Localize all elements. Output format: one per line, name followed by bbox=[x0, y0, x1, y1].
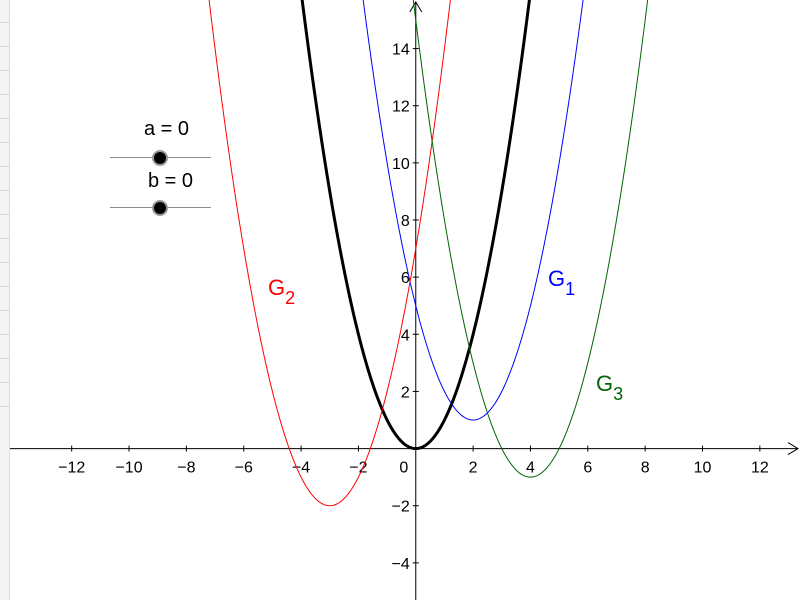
x-tick-label: 4 bbox=[526, 460, 535, 477]
x-tick-label: −6 bbox=[235, 460, 253, 477]
graph-labels: G1 G2 G3 bbox=[268, 266, 623, 404]
x-tick-label: −12 bbox=[58, 460, 85, 477]
y-tick-label: 12 bbox=[392, 99, 410, 116]
y-tick-label: −4 bbox=[392, 556, 410, 573]
slider-a-label: a = 0 bbox=[144, 118, 190, 140]
y-tick-label: 8 bbox=[401, 213, 410, 230]
curve-G2 bbox=[208, 0, 451, 507]
y-tick-label: 10 bbox=[392, 156, 410, 173]
slider-a-knob[interactable] bbox=[152, 150, 168, 166]
x-tick-label: −10 bbox=[115, 460, 142, 477]
side-panel-edge bbox=[0, 0, 10, 600]
x-tick-label: 6 bbox=[583, 460, 592, 477]
x-tick-label: 10 bbox=[694, 460, 712, 477]
x-tick-label: 2 bbox=[469, 460, 478, 477]
curve-base bbox=[300, 0, 531, 451]
slider-b-label: b = 0 bbox=[148, 170, 194, 192]
x-axis-arrow bbox=[787, 442, 799, 455]
x-tick-label: −2 bbox=[349, 460, 367, 477]
slider-b-knob[interactable] bbox=[152, 200, 168, 216]
y-tick-label: 14 bbox=[392, 42, 410, 59]
x-tick-label: 8 bbox=[641, 460, 650, 477]
x-tick-label: −8 bbox=[177, 460, 195, 477]
y-tick-label: 4 bbox=[401, 327, 410, 344]
axes: −12 −10 −8 −6 −4 −2 0 2 4 6 8 10 12 −4 −2 2 4 6 8 10 12 14 bbox=[10, 1, 799, 600]
y-tick-label: −2 bbox=[392, 499, 410, 516]
x-tick-label: 0 bbox=[399, 460, 408, 477]
curve-label-G3: G3 bbox=[596, 371, 623, 404]
y-axis-arrow bbox=[409, 1, 423, 13]
y-tick-label: 2 bbox=[401, 384, 410, 401]
x-tick-label: 12 bbox=[751, 460, 769, 477]
y-tick-label: 6 bbox=[401, 270, 410, 287]
function-graphs bbox=[208, 0, 649, 507]
x-tick-label: −4 bbox=[292, 460, 310, 477]
curve-label-G2: G2 bbox=[268, 275, 295, 308]
curve-G3 bbox=[412, 0, 649, 478]
curve-label-G1: G1 bbox=[548, 266, 575, 299]
curve-G1 bbox=[362, 0, 584, 421]
